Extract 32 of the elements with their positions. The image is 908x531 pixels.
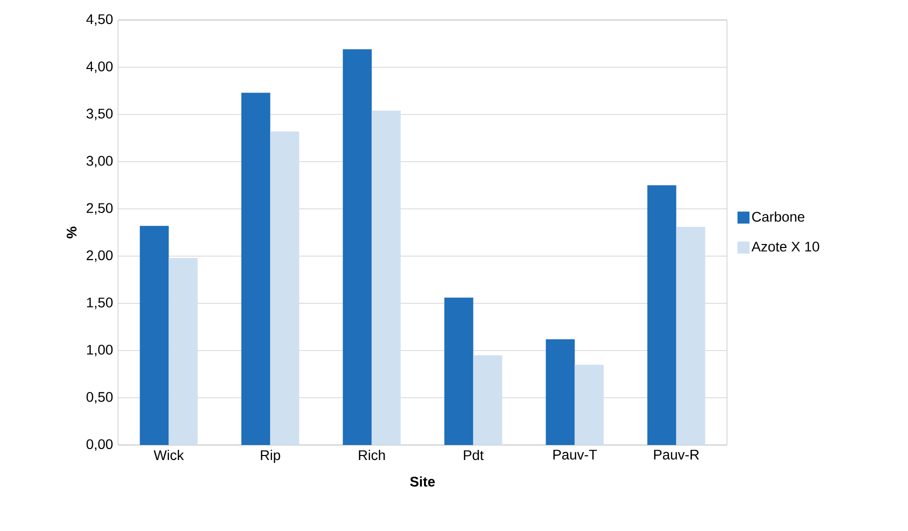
bar: [647, 185, 676, 445]
x-tick-label: Rich: [358, 450, 385, 460]
bar: [372, 110, 401, 445]
y-tick-label: 4,00: [86, 61, 113, 73]
bar: [444, 298, 474, 445]
x-tick-label: Pauv-R: [654, 450, 699, 460]
bar: [140, 226, 169, 445]
y-axis-title: %: [66, 226, 77, 238]
x-tick-label: Rip: [260, 450, 280, 463]
bar: [473, 355, 502, 445]
y-tick-label: 1,00: [87, 344, 113, 356]
bar: [168, 258, 198, 445]
x-tick-label: Pdt: [464, 450, 484, 460]
bar: [241, 92, 270, 445]
y-tick-label: 2,00: [86, 250, 113, 262]
bar: [574, 364, 604, 445]
x-tick-label: Pauv-T: [553, 450, 597, 460]
x-axis-title: Site: [410, 476, 435, 487]
y-tick-label: 3,50: [86, 108, 113, 120]
y-tick-label: 3,00: [86, 156, 113, 168]
bar: [546, 339, 575, 445]
legend-label: Azote X 10: [752, 242, 820, 252]
y-tick-label: 0,00: [86, 439, 113, 451]
legend-label: Carbone: [752, 211, 804, 222]
x-tick-label: Wick: [154, 450, 184, 460]
y-tick-label: 2,50: [86, 203, 113, 215]
y-tick-label: 1,50: [87, 298, 113, 310]
bar: [676, 226, 706, 445]
y-tick-label: 0,50: [86, 392, 113, 404]
bar: [270, 131, 300, 445]
y-tick-label: 4,50: [86, 14, 113, 26]
bar: [342, 49, 372, 445]
